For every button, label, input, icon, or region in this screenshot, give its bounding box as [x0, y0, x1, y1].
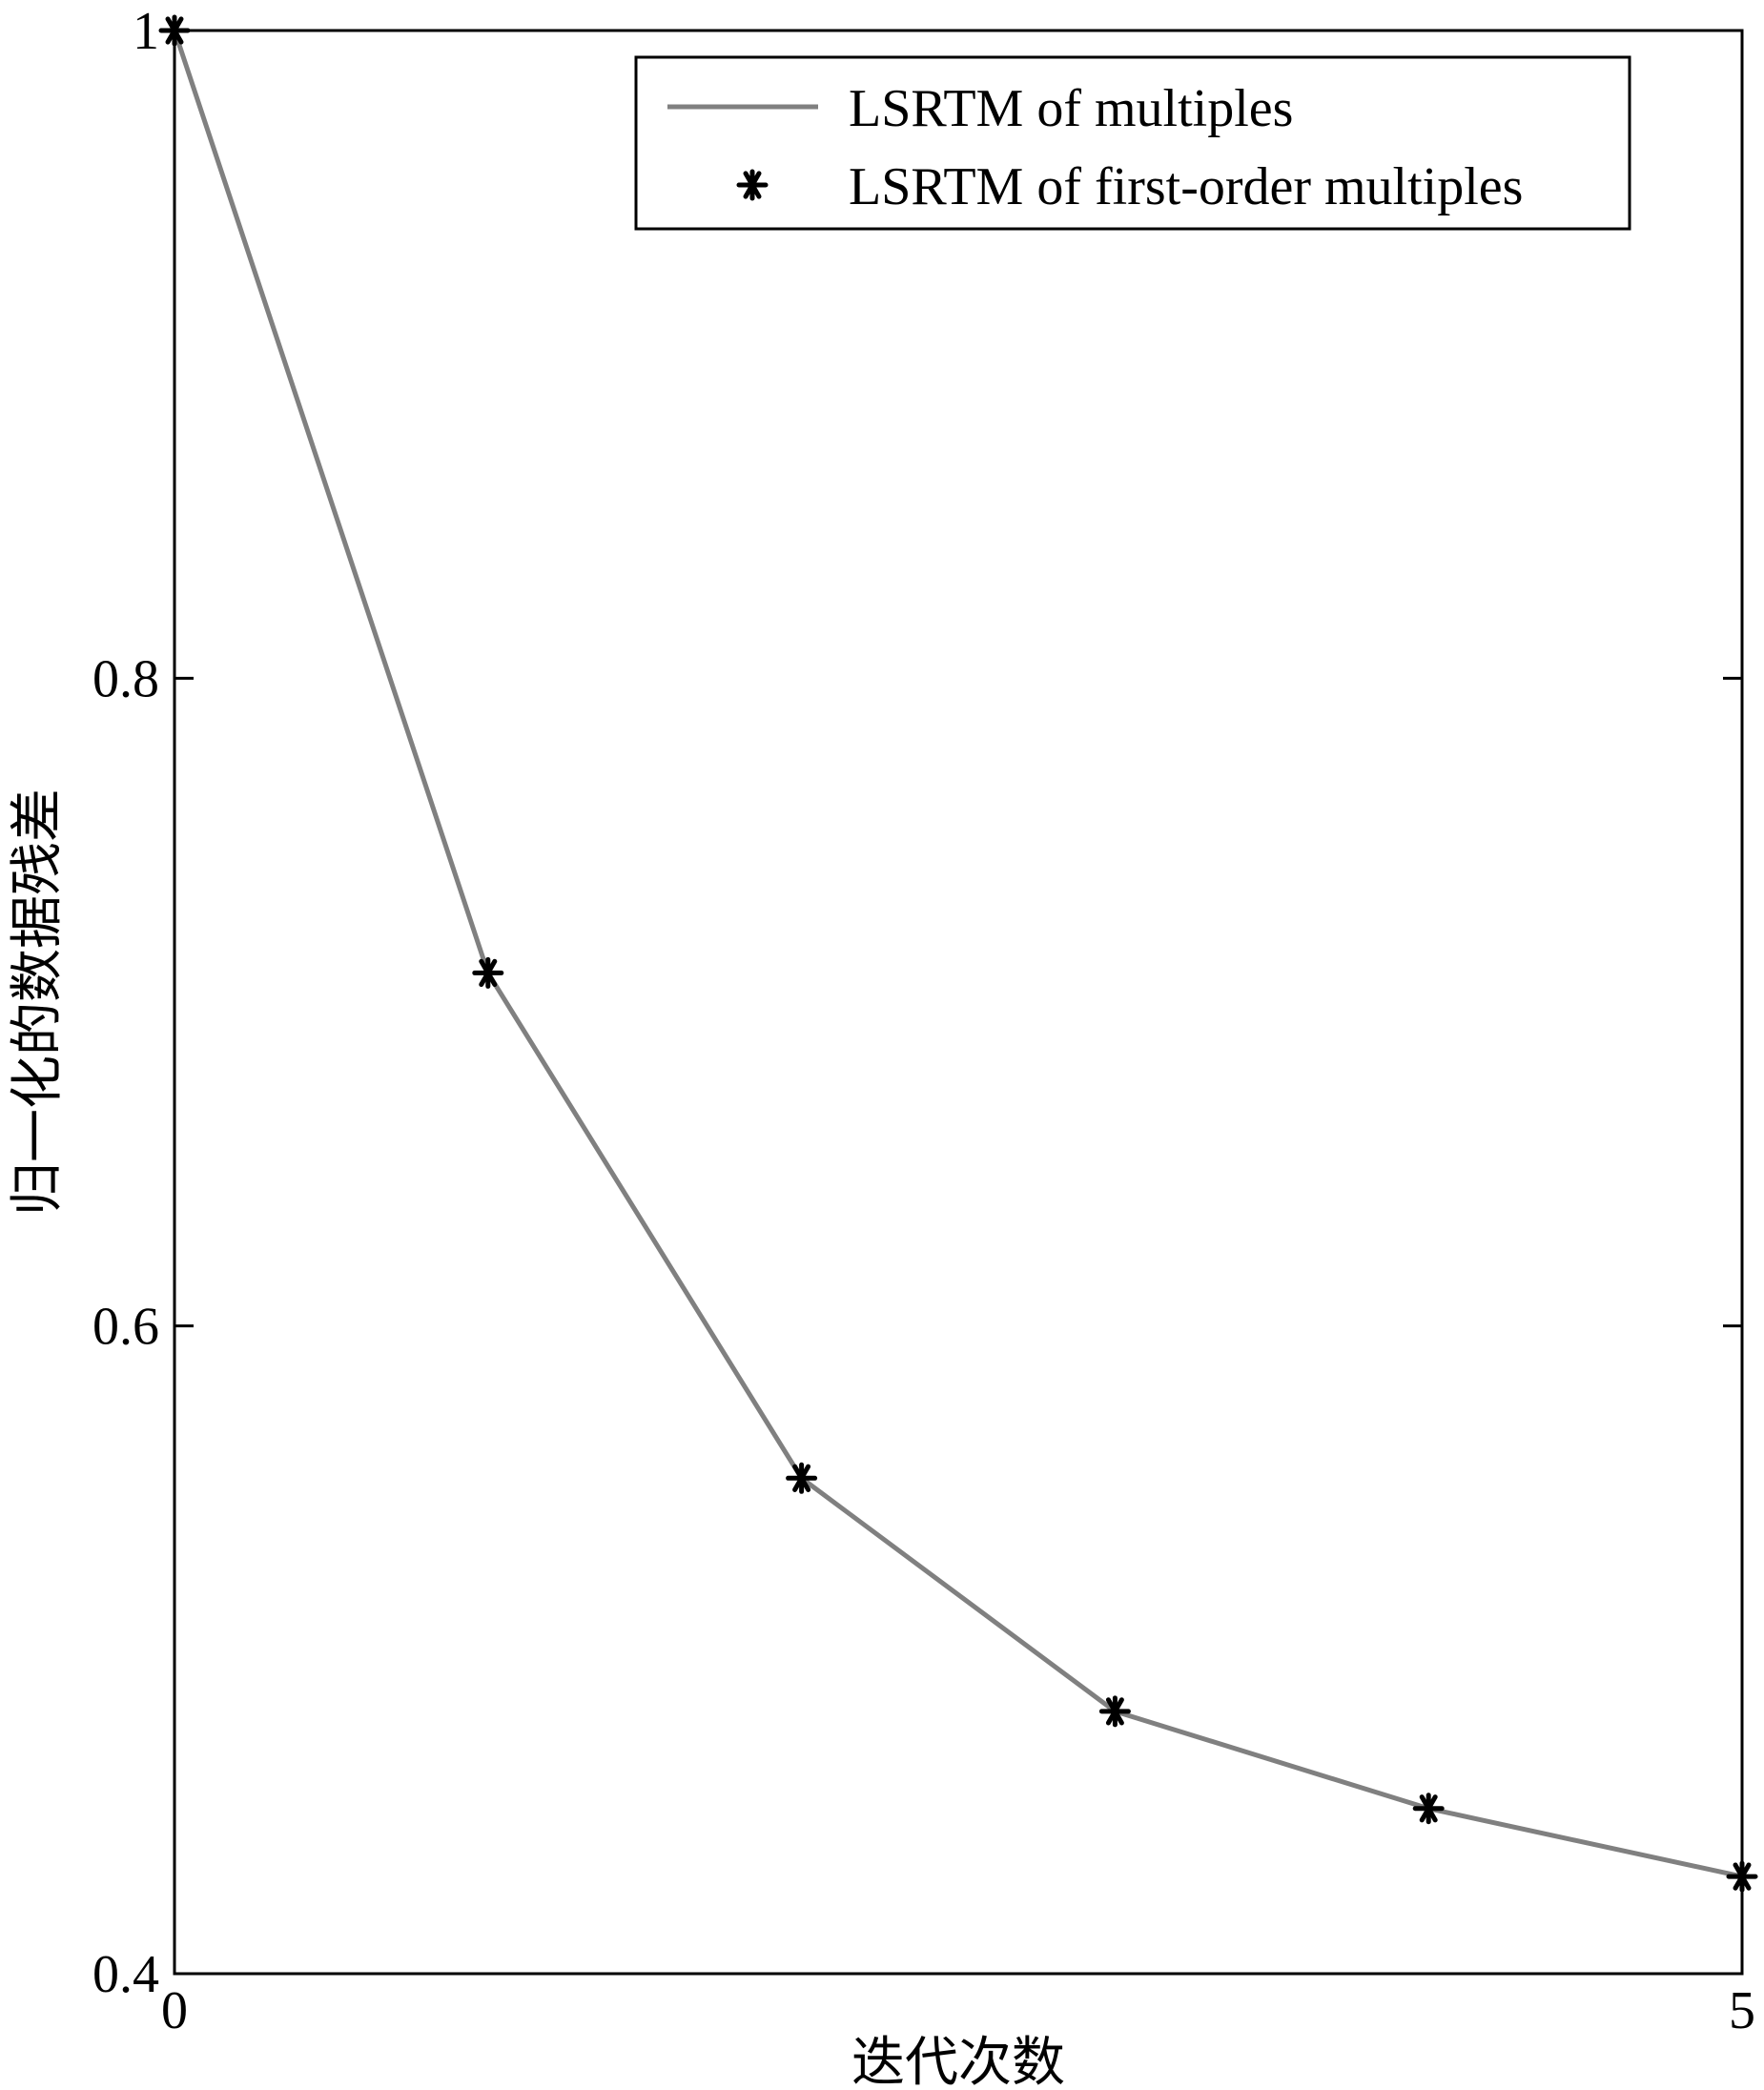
data-point-marker	[1412, 1793, 1445, 1825]
x-tick-label: 5	[1729, 1981, 1755, 2040]
y-axis-label: 归一化的数据残差	[7, 789, 69, 1216]
y-tick-label: 0.4	[92, 1945, 159, 2004]
axis-ticks	[174, 676, 1742, 1328]
x-tick-label: 0	[161, 1981, 188, 2040]
data-point-marker	[472, 956, 504, 989]
legend-label-series-1: LSRTM of multiples	[849, 79, 1293, 138]
marker-series-group	[158, 14, 1758, 1893]
data-point-marker	[158, 14, 191, 47]
plot-frame	[173, 29, 1744, 1976]
legend: LSRTM of multiples LSRTM of first-order …	[634, 55, 1631, 231]
legend-marker-sample	[736, 169, 769, 201]
data-point-marker	[1726, 1860, 1758, 1893]
legend-asterisk-icon	[736, 169, 769, 201]
legend-box	[634, 55, 1631, 231]
y-tick-label: 0.6	[92, 1298, 159, 1357]
legend-label-series-2: LSRTM of first-order multiples	[849, 157, 1523, 216]
data-point-marker	[1098, 1695, 1131, 1728]
data-point-marker	[786, 1462, 818, 1494]
line-series-group	[172, 30, 1743, 1879]
y-tick-label: 1	[133, 2, 159, 61]
y-tick-label: 0.8	[92, 649, 159, 708]
series-line-lsrtm-multiples	[172, 30, 1743, 1879]
x-axis-label: 迭代次数	[851, 2032, 1065, 2090]
tick-labels: 0.4 0.6 0.8 1 0 5	[92, 2, 1755, 2040]
